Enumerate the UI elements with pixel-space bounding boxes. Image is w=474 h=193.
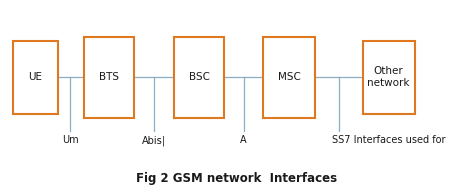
FancyBboxPatch shape [174,37,224,118]
Text: SS7 Interfaces used for: SS7 Interfaces used for [332,135,446,145]
Text: UE: UE [28,72,43,82]
Text: Abis|: Abis| [142,135,166,146]
Text: BSC: BSC [189,72,210,82]
Text: BTS: BTS [99,72,119,82]
Text: MSC: MSC [278,72,301,82]
Text: Other
network: Other network [367,66,410,88]
Text: A: A [240,135,247,145]
FancyBboxPatch shape [263,37,315,118]
Text: Um: Um [62,135,79,145]
Text: Fig 2 GSM network  Interfaces: Fig 2 GSM network Interfaces [137,172,337,185]
FancyBboxPatch shape [84,37,134,118]
FancyBboxPatch shape [13,41,58,114]
FancyBboxPatch shape [363,41,415,114]
